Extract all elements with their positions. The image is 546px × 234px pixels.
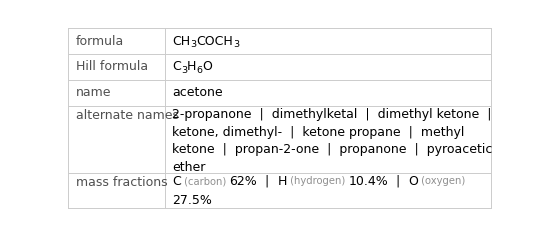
Text: mass fractions: mass fractions [76,176,168,189]
Text: C: C [173,175,181,188]
Text: (hydrogen): (hydrogen) [287,176,348,186]
Text: formula: formula [76,35,124,48]
Text: 3: 3 [181,66,187,75]
Text: 10.4%: 10.4% [348,175,388,188]
Text: (oxygen): (oxygen) [418,176,465,186]
Text: 6: 6 [197,66,203,75]
Text: H: H [187,61,197,73]
Text: 27.5%: 27.5% [173,194,212,207]
Text: Hill formula: Hill formula [76,61,148,73]
Text: COCH: COCH [197,35,233,48]
Text: 2-propanone  |  dimethylketal  |  dimethyl ketone  |
ketone, dimethyl-  |  keton: 2-propanone | dimethylketal | dimethyl k… [173,108,492,174]
Text: alternate names: alternate names [76,109,179,122]
Text: acetone: acetone [173,86,223,99]
Text: 3: 3 [191,40,197,49]
Text: |: | [388,175,408,188]
Text: O: O [408,175,418,188]
Text: name: name [76,86,111,99]
Text: O: O [203,61,212,73]
Text: (carbon): (carbon) [181,176,229,186]
Text: CH: CH [173,35,191,48]
Text: C: C [173,61,181,73]
Text: |: | [257,175,277,188]
Text: H: H [277,175,287,188]
Text: 3: 3 [233,40,240,49]
Text: 62%: 62% [229,175,257,188]
